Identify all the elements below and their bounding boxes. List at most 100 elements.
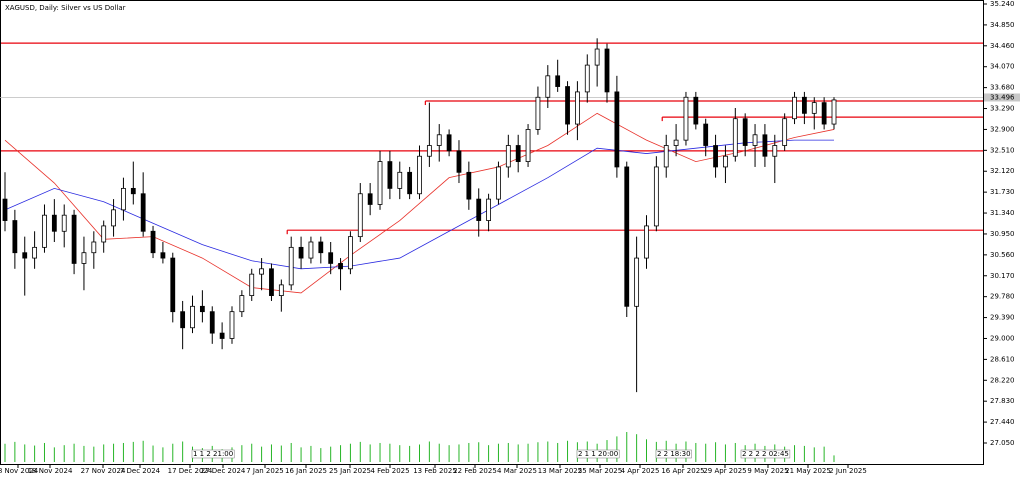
candle-body: [703, 123, 709, 146]
candle-body: [239, 295, 245, 313]
y-tick-label: 31.730: [990, 188, 1015, 196]
candle-body: [199, 305, 205, 313]
y-tick-label: 31.340: [990, 209, 1015, 217]
candle-body: [821, 102, 827, 125]
x-tick-label: 27 Dec 2024: [201, 467, 246, 475]
y-tick-label: 32.900: [990, 125, 1015, 133]
candle-body: [466, 171, 472, 200]
y-tick-label: 33.680: [990, 84, 1015, 92]
candle-body: [32, 246, 38, 259]
candle-body: [634, 257, 640, 307]
candle-body: [426, 145, 432, 157]
candle-body: [111, 209, 116, 227]
y-tick-label: 27.050: [990, 439, 1015, 447]
y-tick-label: 34.460: [990, 42, 1015, 50]
x-tick-label: 29 Apr 2025: [703, 467, 746, 475]
candle-body: [644, 225, 649, 259]
candle-body: [61, 214, 67, 232]
x-tick-label: 16 Jan 2025: [285, 467, 327, 475]
candle-body: [130, 187, 136, 195]
candle-body: [367, 193, 373, 205]
x-tick-label: 9 May 2025: [747, 467, 788, 475]
candle-body: [101, 225, 107, 243]
candle-body: [525, 129, 531, 162]
candle-body: [713, 145, 718, 168]
y-tick-label: 34.070: [990, 63, 1015, 71]
y-tick-label: 28.220: [990, 376, 1015, 384]
candle-body: [387, 161, 393, 189]
candle-body: [604, 48, 610, 93]
x-tick-label: 4 Mar 2025: [497, 467, 537, 475]
candle-body: [456, 150, 462, 173]
candle-body: [693, 96, 699, 125]
y-tick-label: 34.850: [990, 21, 1015, 29]
candle-body: [249, 273, 255, 296]
candle-body: [22, 252, 28, 259]
x-tick-label: 16 Apr 2025: [661, 467, 704, 475]
candle-body: [515, 145, 521, 162]
candle-body: [278, 284, 284, 296]
candle-body: [496, 166, 501, 200]
candle-body: [51, 214, 57, 232]
x-tick-label: 22 Feb 2025: [453, 467, 497, 475]
x-tick-label: 27 Nov 2024: [81, 467, 126, 475]
candle-body: [71, 214, 77, 264]
candle-body: [446, 134, 452, 152]
x-tick-label: 4 Feb 2025: [370, 467, 409, 475]
candle-body: [180, 311, 186, 329]
y-tick-label: 28.610: [990, 355, 1015, 363]
candle-body: [190, 305, 195, 329]
candle-body: [742, 118, 748, 146]
candle-body: [792, 96, 797, 120]
period-label-box: [740, 449, 791, 459]
candle-body: [42, 214, 47, 248]
x-tick-label: 13 Mar 2025: [538, 467, 582, 475]
current-price-label: 33.496: [990, 93, 1015, 101]
y-tick-label: 29.000: [990, 334, 1015, 342]
candle-body: [476, 198, 482, 221]
x-tick-label: 18 Nov 2024: [28, 467, 73, 475]
candle-body: [545, 75, 551, 98]
candle-body: [801, 96, 807, 114]
period-label: 2 2 2 2 02:45: [742, 450, 789, 458]
candle-body: [407, 171, 413, 195]
candle-body: [772, 145, 778, 157]
candle-body: [673, 139, 679, 146]
period-label: 2 2 18:30: [657, 450, 691, 458]
candle-body: [584, 64, 590, 93]
candle-body: [614, 91, 620, 168]
y-tick-label: 30.950: [990, 230, 1015, 238]
candle-body: [377, 161, 383, 205]
x-tick-label: 21 May 2025: [785, 467, 831, 475]
plot-frame: [0, 0, 984, 465]
candle-body: [12, 220, 18, 254]
candle-body: [486, 198, 491, 221]
candle-body: [170, 257, 176, 313]
y-tick-label: 27.830: [990, 397, 1015, 405]
candle-body: [831, 99, 837, 125]
x-tick-label: 7 Jan 2025: [246, 467, 284, 475]
candle-body: [160, 252, 166, 259]
candle-body: [288, 246, 294, 286]
candle-body: [505, 145, 511, 168]
candle-body: [2, 198, 8, 221]
candle-body: [565, 86, 570, 125]
candle-body: [732, 118, 738, 157]
candle-body: [357, 193, 363, 238]
candle-body: [663, 145, 669, 168]
y-tick-label: 32.510: [990, 146, 1015, 154]
y-tick-label: 29.780: [990, 293, 1015, 301]
x-tick-label: 25 Jan 2025: [329, 467, 371, 475]
candle-body: [338, 263, 343, 270]
current-price-box: [984, 93, 1020, 102]
candle-body: [555, 75, 561, 87]
candle-body: [436, 134, 442, 146]
candle-body: [683, 96, 689, 141]
candle-body: [653, 166, 659, 227]
candle-body: [782, 118, 788, 146]
candle-body: [762, 134, 768, 157]
candle-body: [259, 268, 264, 275]
candle-body: [397, 171, 403, 189]
